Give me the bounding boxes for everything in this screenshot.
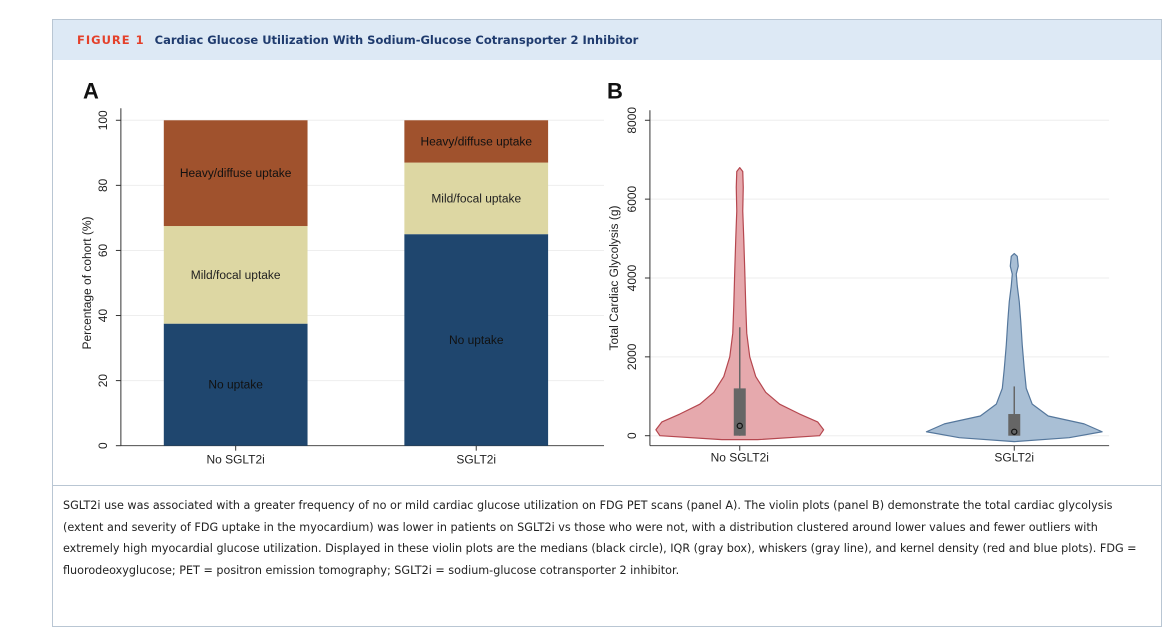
bar-segment-label: No uptake — [208, 378, 263, 392]
y-tick-label: 80 — [96, 178, 110, 192]
caption-divider — [53, 485, 1161, 486]
y-tick-label: 2000 — [625, 343, 639, 370]
x-tick-label: No SGLT2i — [711, 451, 769, 465]
panel-label-a: A — [83, 78, 99, 103]
bar-segment-label: No uptake — [449, 333, 504, 347]
violin-density — [925, 252, 1103, 443]
x-tick-label: No SGLT2i — [207, 453, 265, 467]
bar-segment-label: Mild/focal uptake — [431, 191, 521, 205]
y-tick-label: 20 — [96, 374, 110, 388]
y-tick-label: 8000 — [625, 107, 639, 134]
bar-segment-label: Mild/focal uptake — [191, 268, 281, 282]
y-tick-label: 0 — [625, 432, 639, 439]
violin-iqr-box — [733, 388, 746, 436]
figure-container: FIGURE 1 Cardiac Glucose Utilization Wit… — [52, 19, 1162, 627]
y-tick-label: 40 — [96, 309, 110, 323]
figure-header: FIGURE 1 Cardiac Glucose Utilization Wit… — [53, 20, 1161, 60]
y-axis-label: Percentage of cohort (%) — [80, 216, 94, 349]
x-tick-label: SGLT2i — [994, 451, 1034, 465]
violin-density — [655, 166, 825, 441]
bar-segment-label: Heavy/diffuse uptake — [180, 166, 292, 180]
violin-median — [736, 422, 743, 430]
bar-segment — [163, 120, 308, 227]
figure-caption: SGLT2i use was associated with a greater… — [63, 499, 1137, 577]
charts-area: A 0 20 40 60 80 100 Percentage of cohort (%) No … — [80, 78, 1110, 467]
y-tick-label: 4000 — [625, 264, 639, 291]
violin-iqr-box — [1008, 414, 1021, 436]
figure-title: Cardiac Glucose Utilization With Sodium-… — [154, 33, 639, 47]
y-tick-label: 60 — [96, 243, 110, 257]
bar-segment — [163, 323, 308, 446]
bar-segment — [404, 120, 549, 163]
x-tick-label: SGLT2i — [456, 453, 496, 467]
violin-median — [1011, 428, 1018, 435]
bar-segment — [404, 162, 549, 235]
y-tick-label: 100 — [96, 110, 110, 130]
figure-label: FIGURE 1 — [77, 33, 145, 47]
bar-segment — [163, 226, 308, 324]
bar-segment-label: Heavy/diffuse uptake — [420, 134, 532, 148]
panel-label-b: B — [607, 78, 623, 103]
y-axis-label: Total Cardiac Glycolysis (g) — [607, 205, 621, 350]
y-tick-label: 0 — [96, 442, 110, 449]
bar-segment — [404, 234, 549, 446]
y-tick-label: 6000 — [625, 185, 639, 212]
